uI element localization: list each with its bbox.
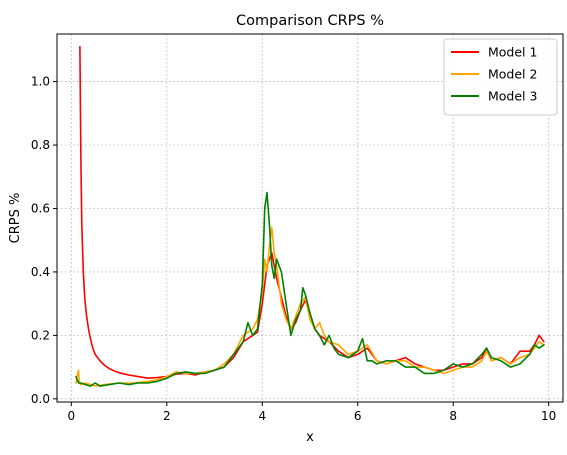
- chart-title: Comparison CRPS %: [236, 13, 384, 29]
- x-tick-label: 8: [449, 409, 457, 423]
- axis-ticks: 0 2 4 6 8 10 0.0 0.2 0.4 0.6 0.8 1.0: [31, 75, 556, 423]
- series-line-3: [75, 191, 545, 387]
- x-tick-label: 4: [258, 409, 266, 423]
- y-tick-label: 0.8: [31, 138, 50, 152]
- y-tick-label: 0.0: [31, 392, 50, 406]
- y-axis-label: CRPS %: [8, 193, 23, 244]
- x-tick-label: 0: [68, 409, 76, 423]
- x-tick-label: 6: [354, 409, 362, 423]
- legend-label: Model 3: [488, 89, 537, 104]
- legend-label: Model 1: [488, 45, 537, 60]
- y-tick-label: 0.4: [31, 265, 50, 279]
- legend-label: Model 2: [488, 67, 537, 82]
- series-lines: [75, 45, 545, 387]
- y-tick-label: 1.0: [31, 75, 50, 89]
- x-axis-label: x: [306, 430, 314, 445]
- y-tick-label: 0.2: [31, 328, 50, 342]
- grid: [57, 34, 563, 402]
- plot-frame: [56, 33, 564, 403]
- legend: Model 1 Model 2 Model 3: [443, 38, 558, 116]
- y-tick-label: 0.6: [31, 201, 50, 215]
- x-tick-label: 2: [163, 409, 171, 423]
- x-tick-label: 10: [541, 409, 556, 423]
